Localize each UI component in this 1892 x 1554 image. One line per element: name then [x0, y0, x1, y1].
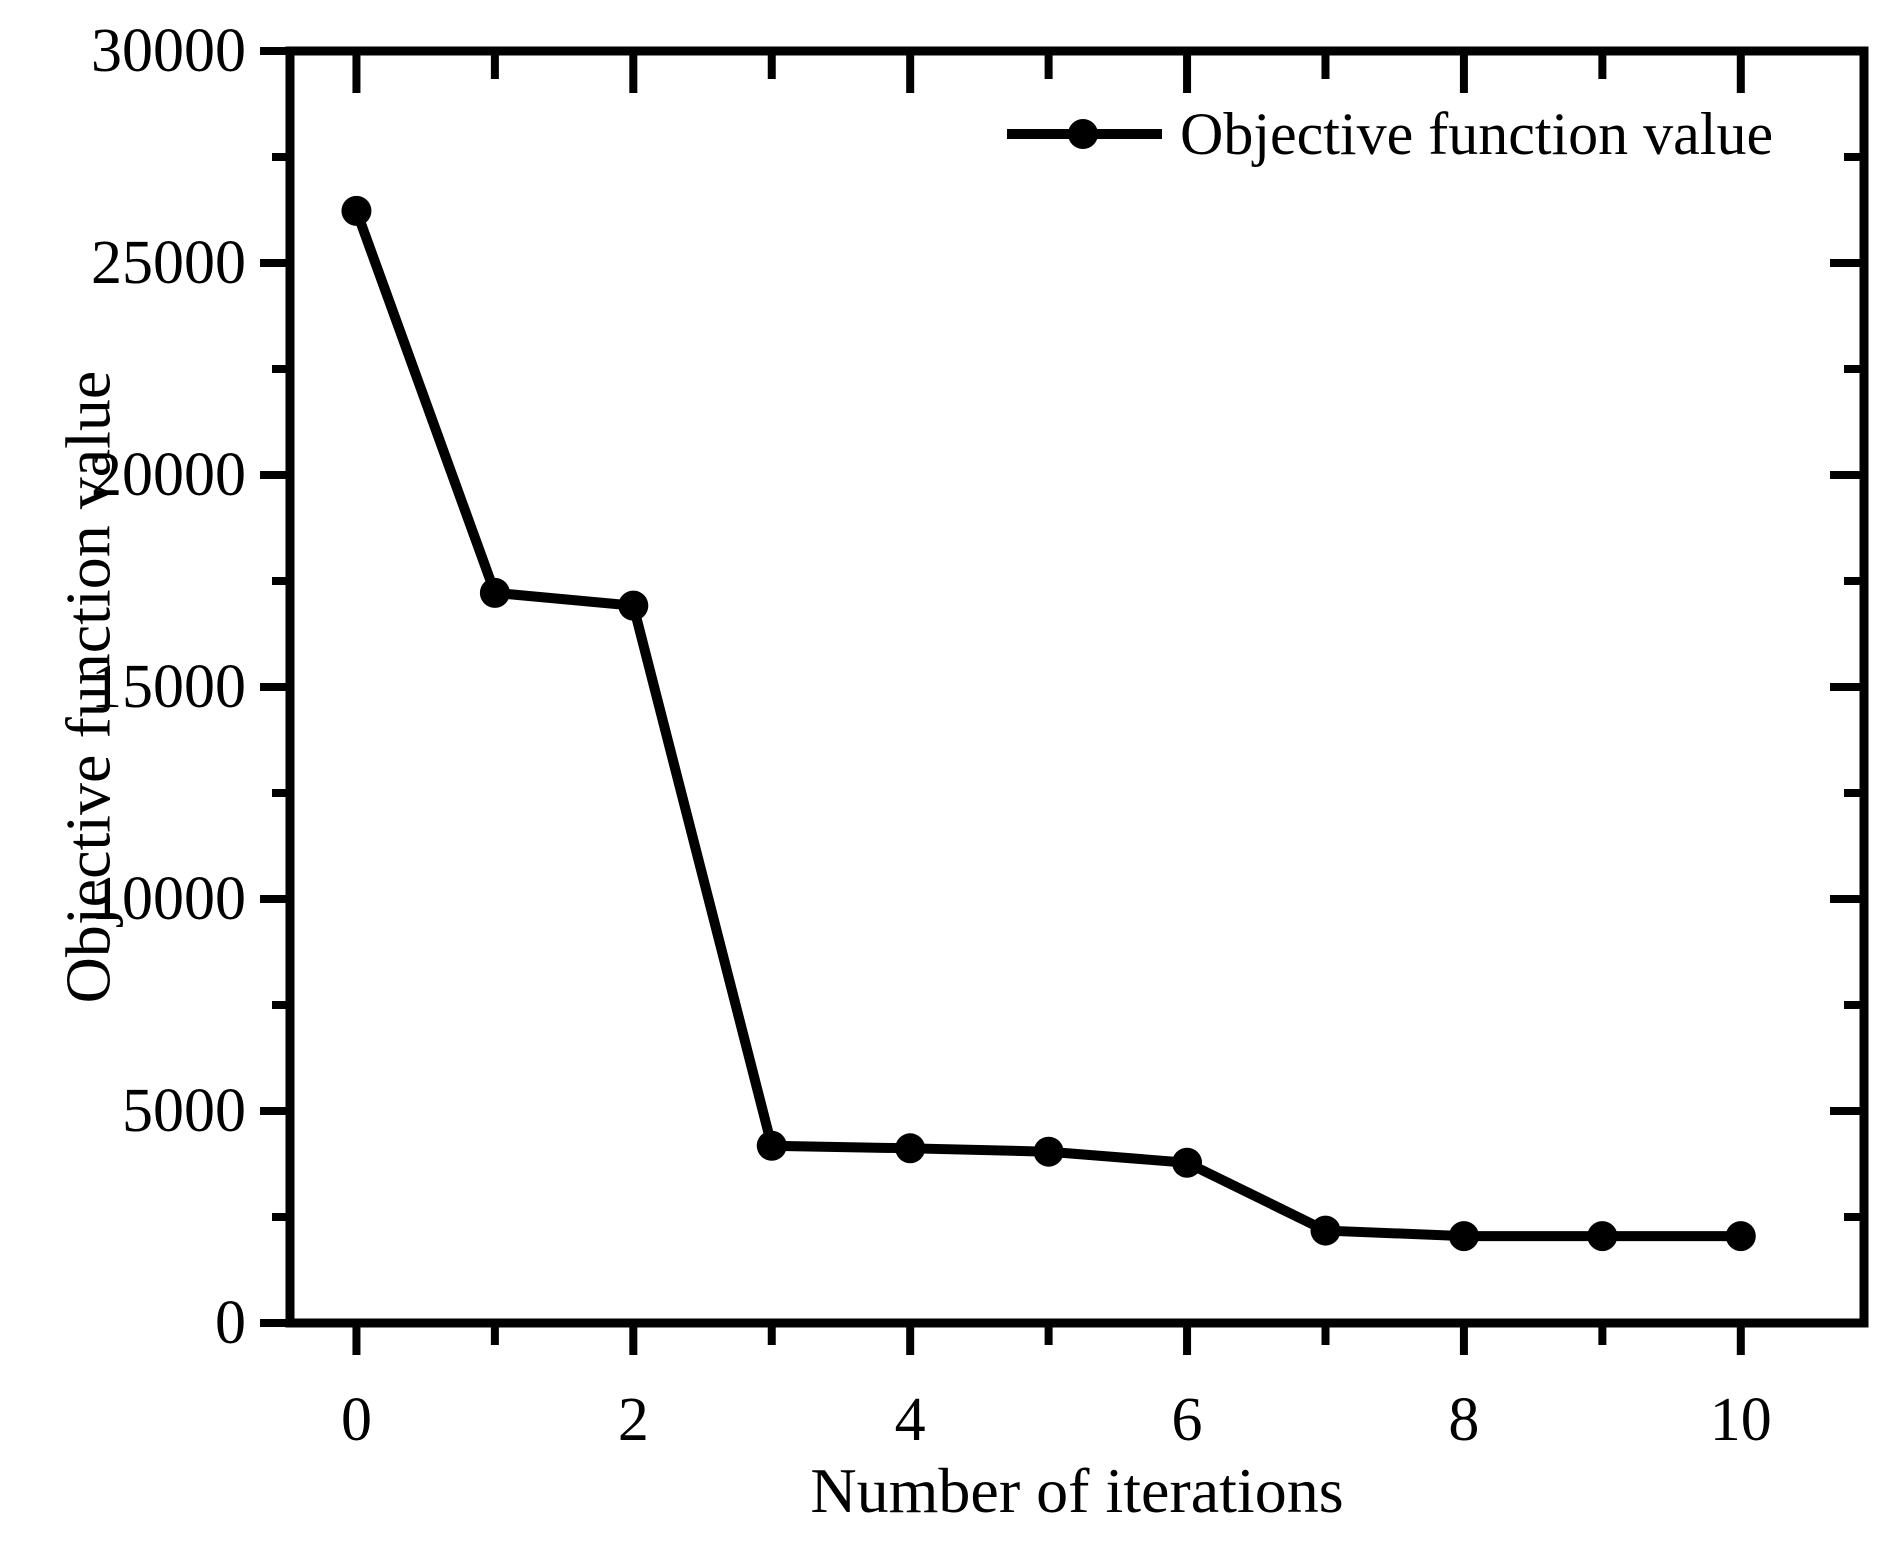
- data-point: [756, 1130, 787, 1161]
- data-point: [895, 1133, 926, 1164]
- data-point: [1725, 1221, 1756, 1252]
- x-tick-label: 8: [1448, 1386, 1479, 1454]
- data-point: [479, 577, 510, 608]
- x-axis-title: Number of iterations: [810, 1455, 1343, 1526]
- x-tick-label: 4: [895, 1386, 926, 1454]
- x-tick-label: 6: [1172, 1386, 1203, 1454]
- x-tick-label: 10: [1710, 1386, 1772, 1454]
- y-tick-label: 20000: [91, 441, 246, 509]
- legend-label: Objective function value: [1180, 101, 1773, 167]
- data-points: [341, 195, 1756, 1252]
- data-point: [1587, 1221, 1618, 1252]
- axis-tick-labels: 0 2 4 6 8 10 0 5000 10000 15000 20000 25000 30000: [91, 17, 1772, 1454]
- legend: Objective function value: [1007, 101, 1773, 167]
- y-tick-label: 15000: [91, 653, 246, 721]
- data-point: [1448, 1221, 1479, 1252]
- data-point: [1172, 1147, 1203, 1178]
- data-point: [618, 590, 649, 621]
- x-tick-label: 0: [341, 1386, 372, 1454]
- data-point: [1033, 1136, 1064, 1167]
- y-axis-title: Objective function value: [53, 371, 124, 1004]
- data-series: [341, 195, 1756, 1252]
- x-tick-label: 2: [618, 1386, 649, 1454]
- y-tick-label: 5000: [122, 1077, 246, 1145]
- y-tick-label: 30000: [91, 17, 246, 85]
- data-point: [341, 195, 372, 226]
- y-tick-label: 25000: [91, 229, 246, 297]
- legend-marker-icon: [1068, 119, 1098, 149]
- y-tick-label: 0: [215, 1289, 246, 1357]
- plot-border: [285, 46, 1869, 1328]
- data-point: [1310, 1215, 1341, 1246]
- y-tick-label: 10000: [91, 865, 246, 933]
